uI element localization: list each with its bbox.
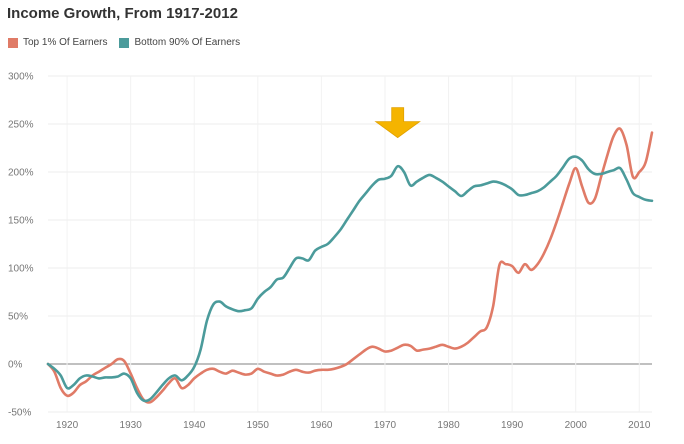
x-tick-label: 2000 [565,420,588,431]
series-line-bottom-90 [46,155,654,403]
x-tick-label: 1960 [310,420,333,431]
y-tick-label: 50% [8,312,28,323]
y-tick-label: 150% [8,216,34,227]
legend-item-bottom-90[interactable]: Bottom 90% Of Earners [119,37,240,48]
y-tick-label: 100% [8,264,34,275]
x-tick-label: 2010 [628,420,651,431]
series-line-top-1 [46,127,654,404]
chart-legend: Top 1% Of Earners Bottom 90% Of Earners [8,37,252,48]
y-tick-label: 300% [8,72,34,83]
legend-item-top-1[interactable]: Top 1% Of Earners [8,37,107,48]
x-tick-label: 1930 [120,420,143,431]
legend-swatch-bottom-90 [119,37,130,48]
y-tick-label: 200% [8,168,34,179]
x-tick-label: 1990 [501,420,524,431]
legend-label-top-1: Top 1% Of Earners [23,37,108,48]
legend-swatch-top-1 [8,37,18,48]
annotation-arrow-icon [374,107,421,139]
chart-title: Income Growth, From 1917-2012 [7,5,238,22]
x-tick-label: 1950 [247,420,270,431]
x-tick-label: 1980 [437,420,460,431]
legend-label-bottom-90: Bottom 90% Of Earners [134,37,241,48]
x-tick-label: 1920 [56,420,79,431]
y-tick-label: 250% [8,120,34,131]
y-tick-label: 0% [8,360,23,371]
y-tick-label: -50% [8,408,31,419]
x-tick-label: 1970 [374,420,397,431]
x-tick-label: 1940 [183,420,206,431]
